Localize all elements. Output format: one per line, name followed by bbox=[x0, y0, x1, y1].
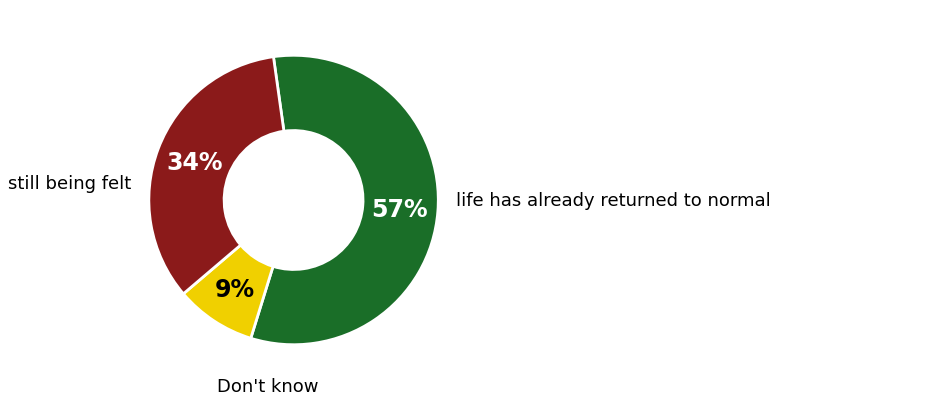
Text: 57%: 57% bbox=[371, 197, 428, 221]
Text: life has already returned to normal: life has already returned to normal bbox=[456, 192, 771, 209]
Wedge shape bbox=[251, 56, 438, 345]
Text: still being felt: still being felt bbox=[9, 174, 132, 192]
Wedge shape bbox=[184, 245, 273, 338]
Wedge shape bbox=[149, 58, 284, 294]
Text: 34%: 34% bbox=[166, 151, 223, 175]
Text: Don't know: Don't know bbox=[217, 377, 318, 395]
Text: 9%: 9% bbox=[215, 277, 255, 301]
